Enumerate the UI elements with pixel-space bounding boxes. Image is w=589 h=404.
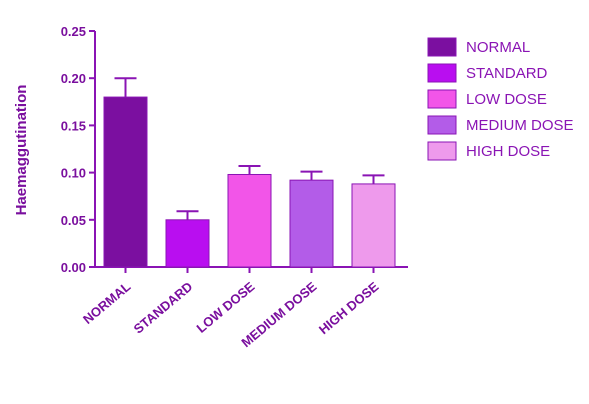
x-tick-label: LOW DOSE [194, 279, 258, 336]
plot-area: 0.00 0.05 0.10 0.15 0.20 0.25 NORMALSTANDARDLO… [61, 24, 408, 350]
legend-swatch [427, 37, 457, 57]
bar-low-dose [227, 173, 272, 268]
legend-label: LOW DOSE [466, 91, 547, 108]
y-tick-label: 0.20 [61, 71, 86, 86]
legend-swatch [427, 141, 457, 161]
legend-label: HIGH DOSE [466, 143, 550, 160]
legend-label: STANDARD [466, 65, 548, 82]
legend-swatch [427, 115, 457, 135]
x-tick-label: STANDARD [131, 279, 196, 337]
bar-medium-dose [289, 179, 334, 268]
y-tick-label: 0.25 [61, 24, 86, 39]
y-tick-label: 0.00 [61, 260, 86, 275]
y-tick-label: 0.15 [61, 118, 86, 133]
y-tick-label: 0.10 [61, 166, 86, 181]
y-tick-label: 0.05 [61, 213, 86, 228]
legend-label: NORMAL [466, 39, 530, 56]
legend-swatch [427, 63, 457, 83]
y-axis-label: Haemaggutination [13, 85, 30, 216]
legend-label: MEDIUM DOSE [466, 117, 574, 134]
bar-normal [103, 96, 148, 268]
bar-high-dose [351, 183, 396, 268]
x-tick-label: HIGH DOSE [316, 279, 382, 338]
legend-swatch [427, 89, 457, 109]
x-tick-label: NORMAL [80, 279, 133, 327]
bar-standard [165, 219, 210, 268]
legend: NORMAL STANDARD LOW DOSE MEDIUM DOSE HIGH DO… [427, 37, 574, 161]
